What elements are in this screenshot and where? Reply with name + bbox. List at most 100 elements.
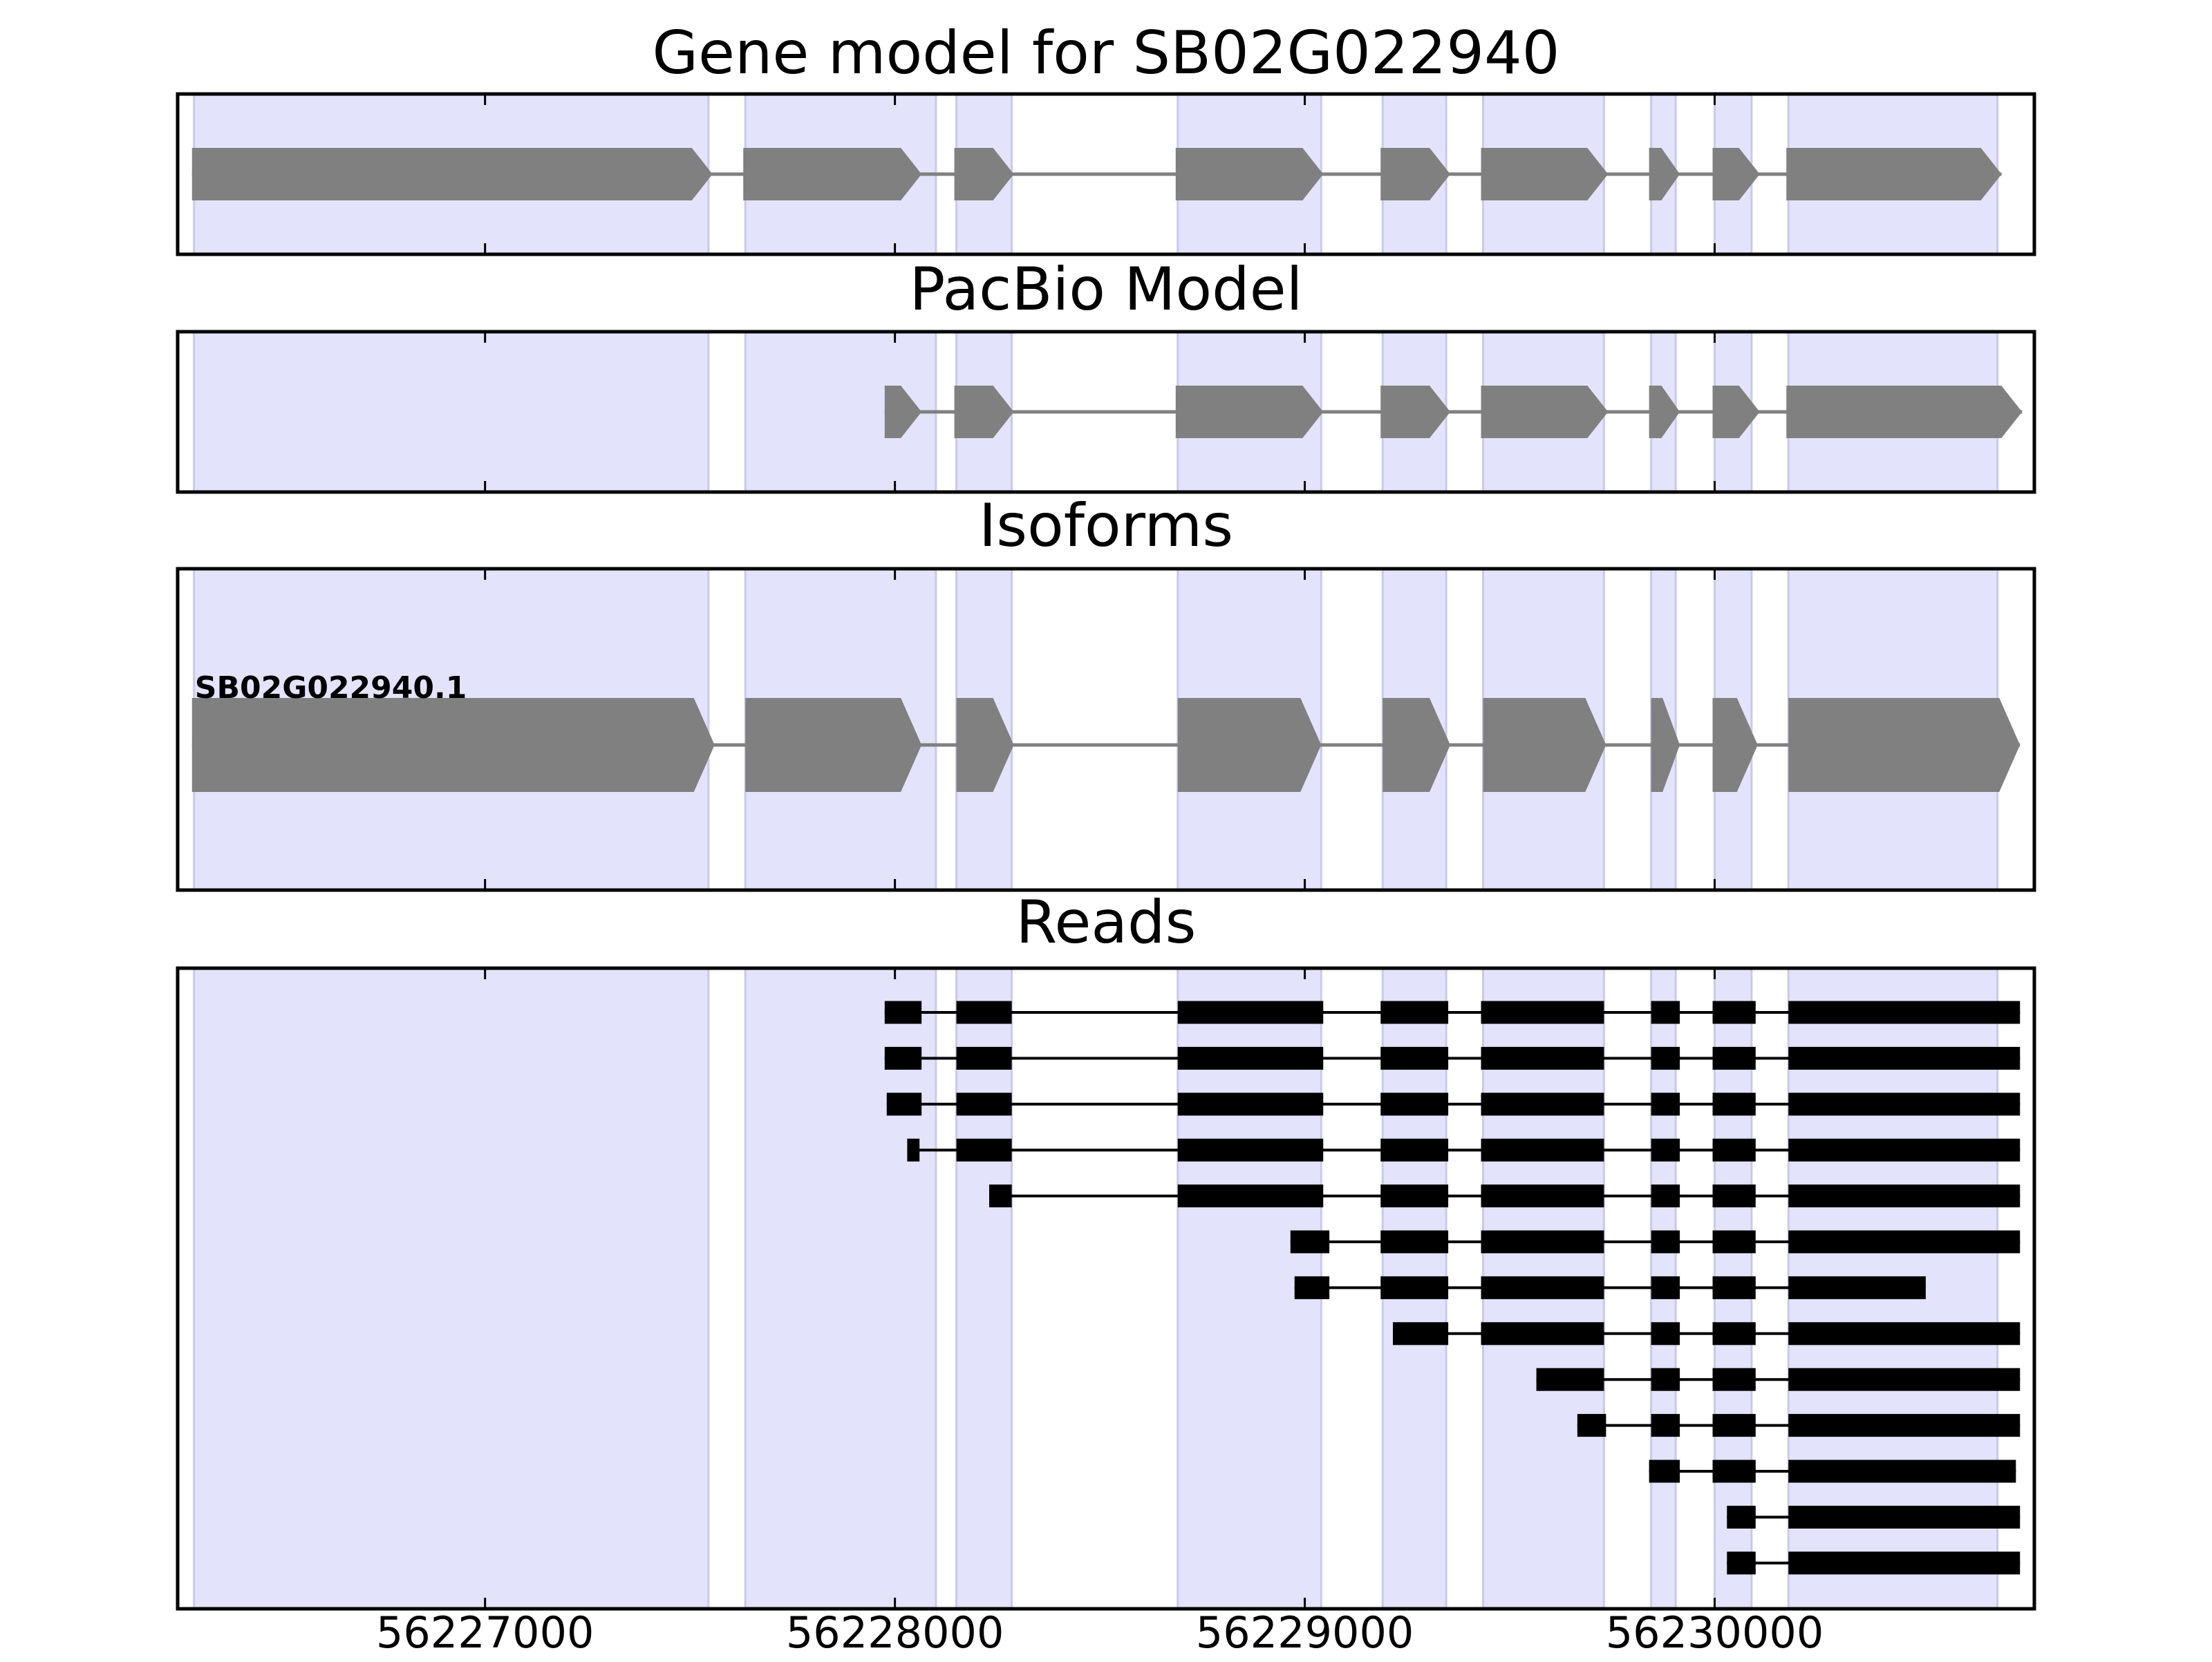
exon-arrow <box>1380 148 1451 200</box>
read-row <box>1290 1230 2021 1254</box>
pacbio-model-ticks <box>484 332 1716 492</box>
panel-pacbio-model: PacBio Model <box>176 255 2036 494</box>
exon-arrow <box>1483 698 1606 792</box>
exon-arrow <box>1651 698 1680 792</box>
read-exon-block <box>886 1093 922 1116</box>
read-row <box>989 1184 2021 1208</box>
exon-arrow <box>1481 386 1609 438</box>
read-exon-block <box>1177 1001 1324 1024</box>
read-exon-block <box>956 1046 1012 1070</box>
read-exon-block <box>1177 1184 1324 1208</box>
x-axis-tick-labels: 56227000 56228000 56229000 56230000 <box>376 1607 1824 1658</box>
read-exon-block <box>1651 1001 1680 1024</box>
exon-arrow <box>1481 148 1609 200</box>
read-exon-block <box>1481 1046 1604 1070</box>
read-exon-block <box>884 1046 922 1070</box>
read-exon-block <box>1788 1230 2021 1254</box>
read-exon-block <box>1651 1322 1680 1345</box>
read-exon-block <box>1380 1138 1449 1162</box>
read-exon-block <box>1536 1368 1604 1391</box>
exon-arrow <box>1649 386 1680 438</box>
read-exon-block <box>1712 1414 1756 1437</box>
panel-title-isoforms: Isoforms <box>979 491 1233 560</box>
reads-shading <box>193 967 1999 1610</box>
exon-arrow <box>1712 698 1758 792</box>
read-row <box>884 1001 2021 1024</box>
panel-title-pacbio-model: PacBio Model <box>909 255 1302 324</box>
exon-arrow <box>1382 698 1451 792</box>
read-exon-block <box>956 1138 1012 1162</box>
read-exon-block <box>1380 1046 1449 1070</box>
exon-arrow <box>1786 386 2023 438</box>
x-tick-label: 56227000 <box>376 1607 594 1658</box>
reads-ticks <box>484 968 1716 1609</box>
read-exon-block <box>1727 1551 1756 1575</box>
exon-arrow <box>1175 386 1324 438</box>
read-row <box>1393 1322 2021 1345</box>
panel-title-reads: Reads <box>1016 888 1197 957</box>
gene-model-features <box>191 148 2002 200</box>
read-exon-block <box>1788 1460 2016 1483</box>
read-exon-block <box>1380 1184 1449 1208</box>
exon-arrow <box>1788 698 2021 792</box>
read-exon-block <box>907 1138 920 1162</box>
x-tick-label: 56228000 <box>786 1607 1004 1658</box>
read-exon-block <box>1481 1093 1604 1116</box>
read-exon-block <box>1712 1001 1756 1024</box>
read-exon-block <box>1177 1138 1324 1162</box>
read-row <box>1727 1551 2021 1575</box>
read-exon-block <box>1712 1138 1756 1162</box>
x-tick-label: 56229000 <box>1196 1607 1414 1658</box>
panel-frame-reads <box>176 966 2036 1611</box>
read-row <box>884 1046 2021 1070</box>
exon-arrow <box>884 386 922 438</box>
read-exon-block <box>1788 1093 2021 1116</box>
panel-isoforms: Isoforms SB02G022940.1 <box>176 491 2036 892</box>
gene-model-ticks <box>484 94 1716 254</box>
pacbio-model-features <box>884 386 2023 438</box>
reads-features <box>884 1001 2021 1575</box>
read-exon-block <box>1294 1276 1330 1299</box>
read-exon-block <box>1712 1460 1756 1483</box>
read-exon-block <box>1788 1551 2021 1575</box>
exon-arrow <box>954 386 1014 438</box>
exon-arrow <box>1380 386 1451 438</box>
panel-title-gene-model: Gene model for SB02G022940 <box>653 19 1560 88</box>
read-exon-block <box>1651 1046 1680 1070</box>
read-exon-block <box>1577 1414 1606 1437</box>
read-exon-block <box>1712 1046 1756 1070</box>
exon-region-shade <box>193 967 710 1610</box>
read-exon-block <box>1788 1138 2021 1162</box>
read-exon-block <box>1788 1184 2021 1208</box>
read-row <box>907 1138 2021 1162</box>
read-exon-block <box>1788 1046 2021 1070</box>
read-exon-block <box>1380 1230 1449 1254</box>
read-exon-block <box>1481 1322 1604 1345</box>
read-exon-block <box>1481 1138 1604 1162</box>
exon-arrow <box>1175 148 1324 200</box>
read-row <box>1649 1460 2016 1483</box>
exon-arrow <box>1712 386 1760 438</box>
x-tick-label: 56230000 <box>1606 1607 1824 1658</box>
read-row <box>1294 1276 1926 1299</box>
read-row <box>886 1093 2021 1116</box>
read-exon-block <box>1788 1368 2021 1391</box>
panel-frame-isoforms <box>176 567 2036 892</box>
read-exon-block <box>1393 1322 1449 1345</box>
read-exon-block <box>1481 1184 1604 1208</box>
read-exon-block <box>1380 1001 1449 1024</box>
read-exon-block <box>1481 1276 1604 1299</box>
read-exon-block <box>1651 1414 1680 1437</box>
read-exon-block <box>1788 1001 2021 1024</box>
exon-arrow <box>743 148 922 200</box>
read-exon-block <box>1788 1505 2021 1529</box>
exon-arrow <box>954 148 1014 200</box>
read-exon-block <box>1651 1368 1680 1391</box>
read-exon-block <box>1712 1093 1756 1116</box>
read-exon-block <box>1651 1184 1680 1208</box>
exon-arrow <box>1177 698 1322 792</box>
panel-frame-pacbio-model <box>176 330 2036 494</box>
panel-reads: Reads <box>176 888 2036 1611</box>
read-exon-block <box>1651 1138 1680 1162</box>
